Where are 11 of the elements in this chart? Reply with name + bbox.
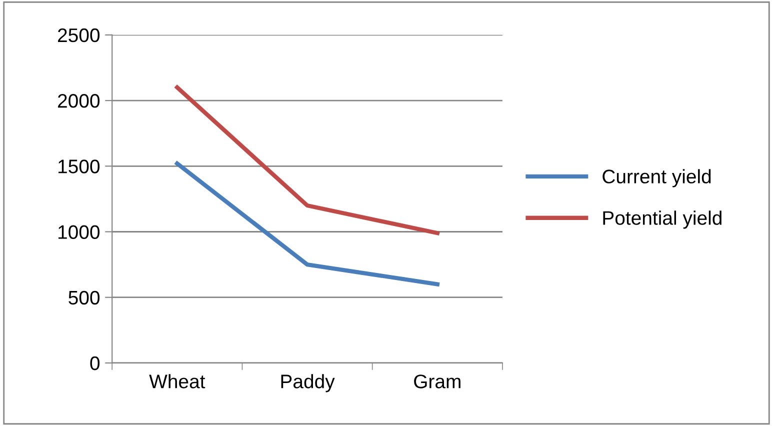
y-tick-label: 500 bbox=[68, 290, 100, 305]
x-tick-label: Paddy bbox=[281, 374, 335, 392]
x-tick-label: Gram bbox=[414, 374, 460, 388]
legend-label: Current yield bbox=[602, 169, 711, 188]
legend-label: Potential yield bbox=[603, 210, 722, 229]
x-tick-label: Wheat bbox=[149, 374, 206, 388]
y-tick-label: 2000 bbox=[58, 94, 100, 108]
y-tick-label: 1500 bbox=[58, 160, 100, 174]
y-tick-label: 1000 bbox=[58, 225, 100, 239]
y-tick-label: 0 bbox=[90, 356, 100, 370]
y-tick-label: 2500 bbox=[58, 28, 100, 42]
